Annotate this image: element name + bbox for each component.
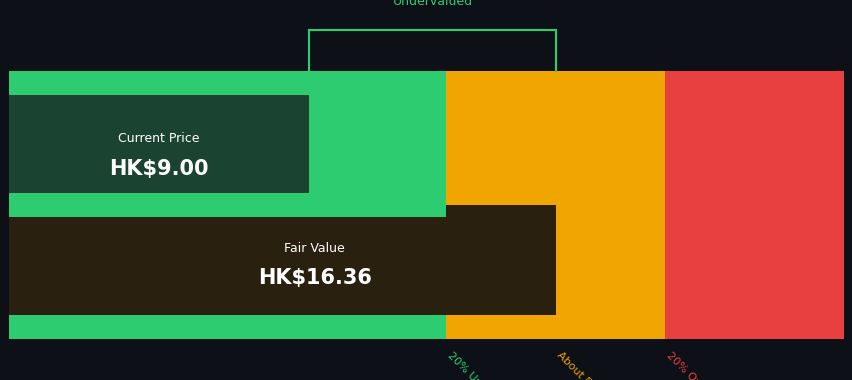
Bar: [9, 193, 446, 217]
Text: 20% Undervalued: 20% Undervalued: [446, 350, 523, 380]
Bar: [9, 71, 446, 339]
Text: HK$16.36: HK$16.36: [257, 269, 371, 288]
Text: 20% Overvalued: 20% Overvalued: [664, 350, 736, 380]
Text: Current Price: Current Price: [118, 132, 199, 145]
Bar: [9, 315, 446, 339]
Bar: [665, 71, 843, 339]
Bar: [9, 95, 309, 205]
Text: Undervalued: Undervalued: [392, 0, 472, 8]
Text: Fair Value: Fair Value: [285, 242, 345, 255]
Bar: [446, 71, 665, 339]
Bar: [9, 205, 555, 315]
Bar: [9, 71, 446, 95]
Text: HK$9.00: HK$9.00: [109, 158, 209, 179]
Text: About Right: About Right: [555, 350, 608, 380]
